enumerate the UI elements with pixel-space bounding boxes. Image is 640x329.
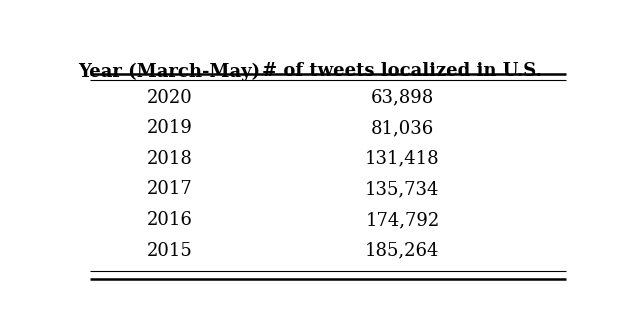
Text: 2017: 2017 <box>147 180 192 198</box>
Text: 2015: 2015 <box>147 241 192 260</box>
Text: # of tweets localized in U.S.: # of tweets localized in U.S. <box>262 62 543 80</box>
Text: 2019: 2019 <box>147 119 192 137</box>
Text: 2016: 2016 <box>147 211 192 229</box>
Text: 135,734: 135,734 <box>365 180 440 198</box>
Text: 185,264: 185,264 <box>365 241 440 260</box>
Text: 63,898: 63,898 <box>371 89 434 107</box>
Text: 131,418: 131,418 <box>365 150 440 168</box>
Text: 174,792: 174,792 <box>365 211 440 229</box>
Text: Year (March-May): Year (March-May) <box>78 62 260 81</box>
Text: 2018: 2018 <box>147 150 192 168</box>
Text: 2020: 2020 <box>147 89 192 107</box>
Text: 81,036: 81,036 <box>371 119 434 137</box>
